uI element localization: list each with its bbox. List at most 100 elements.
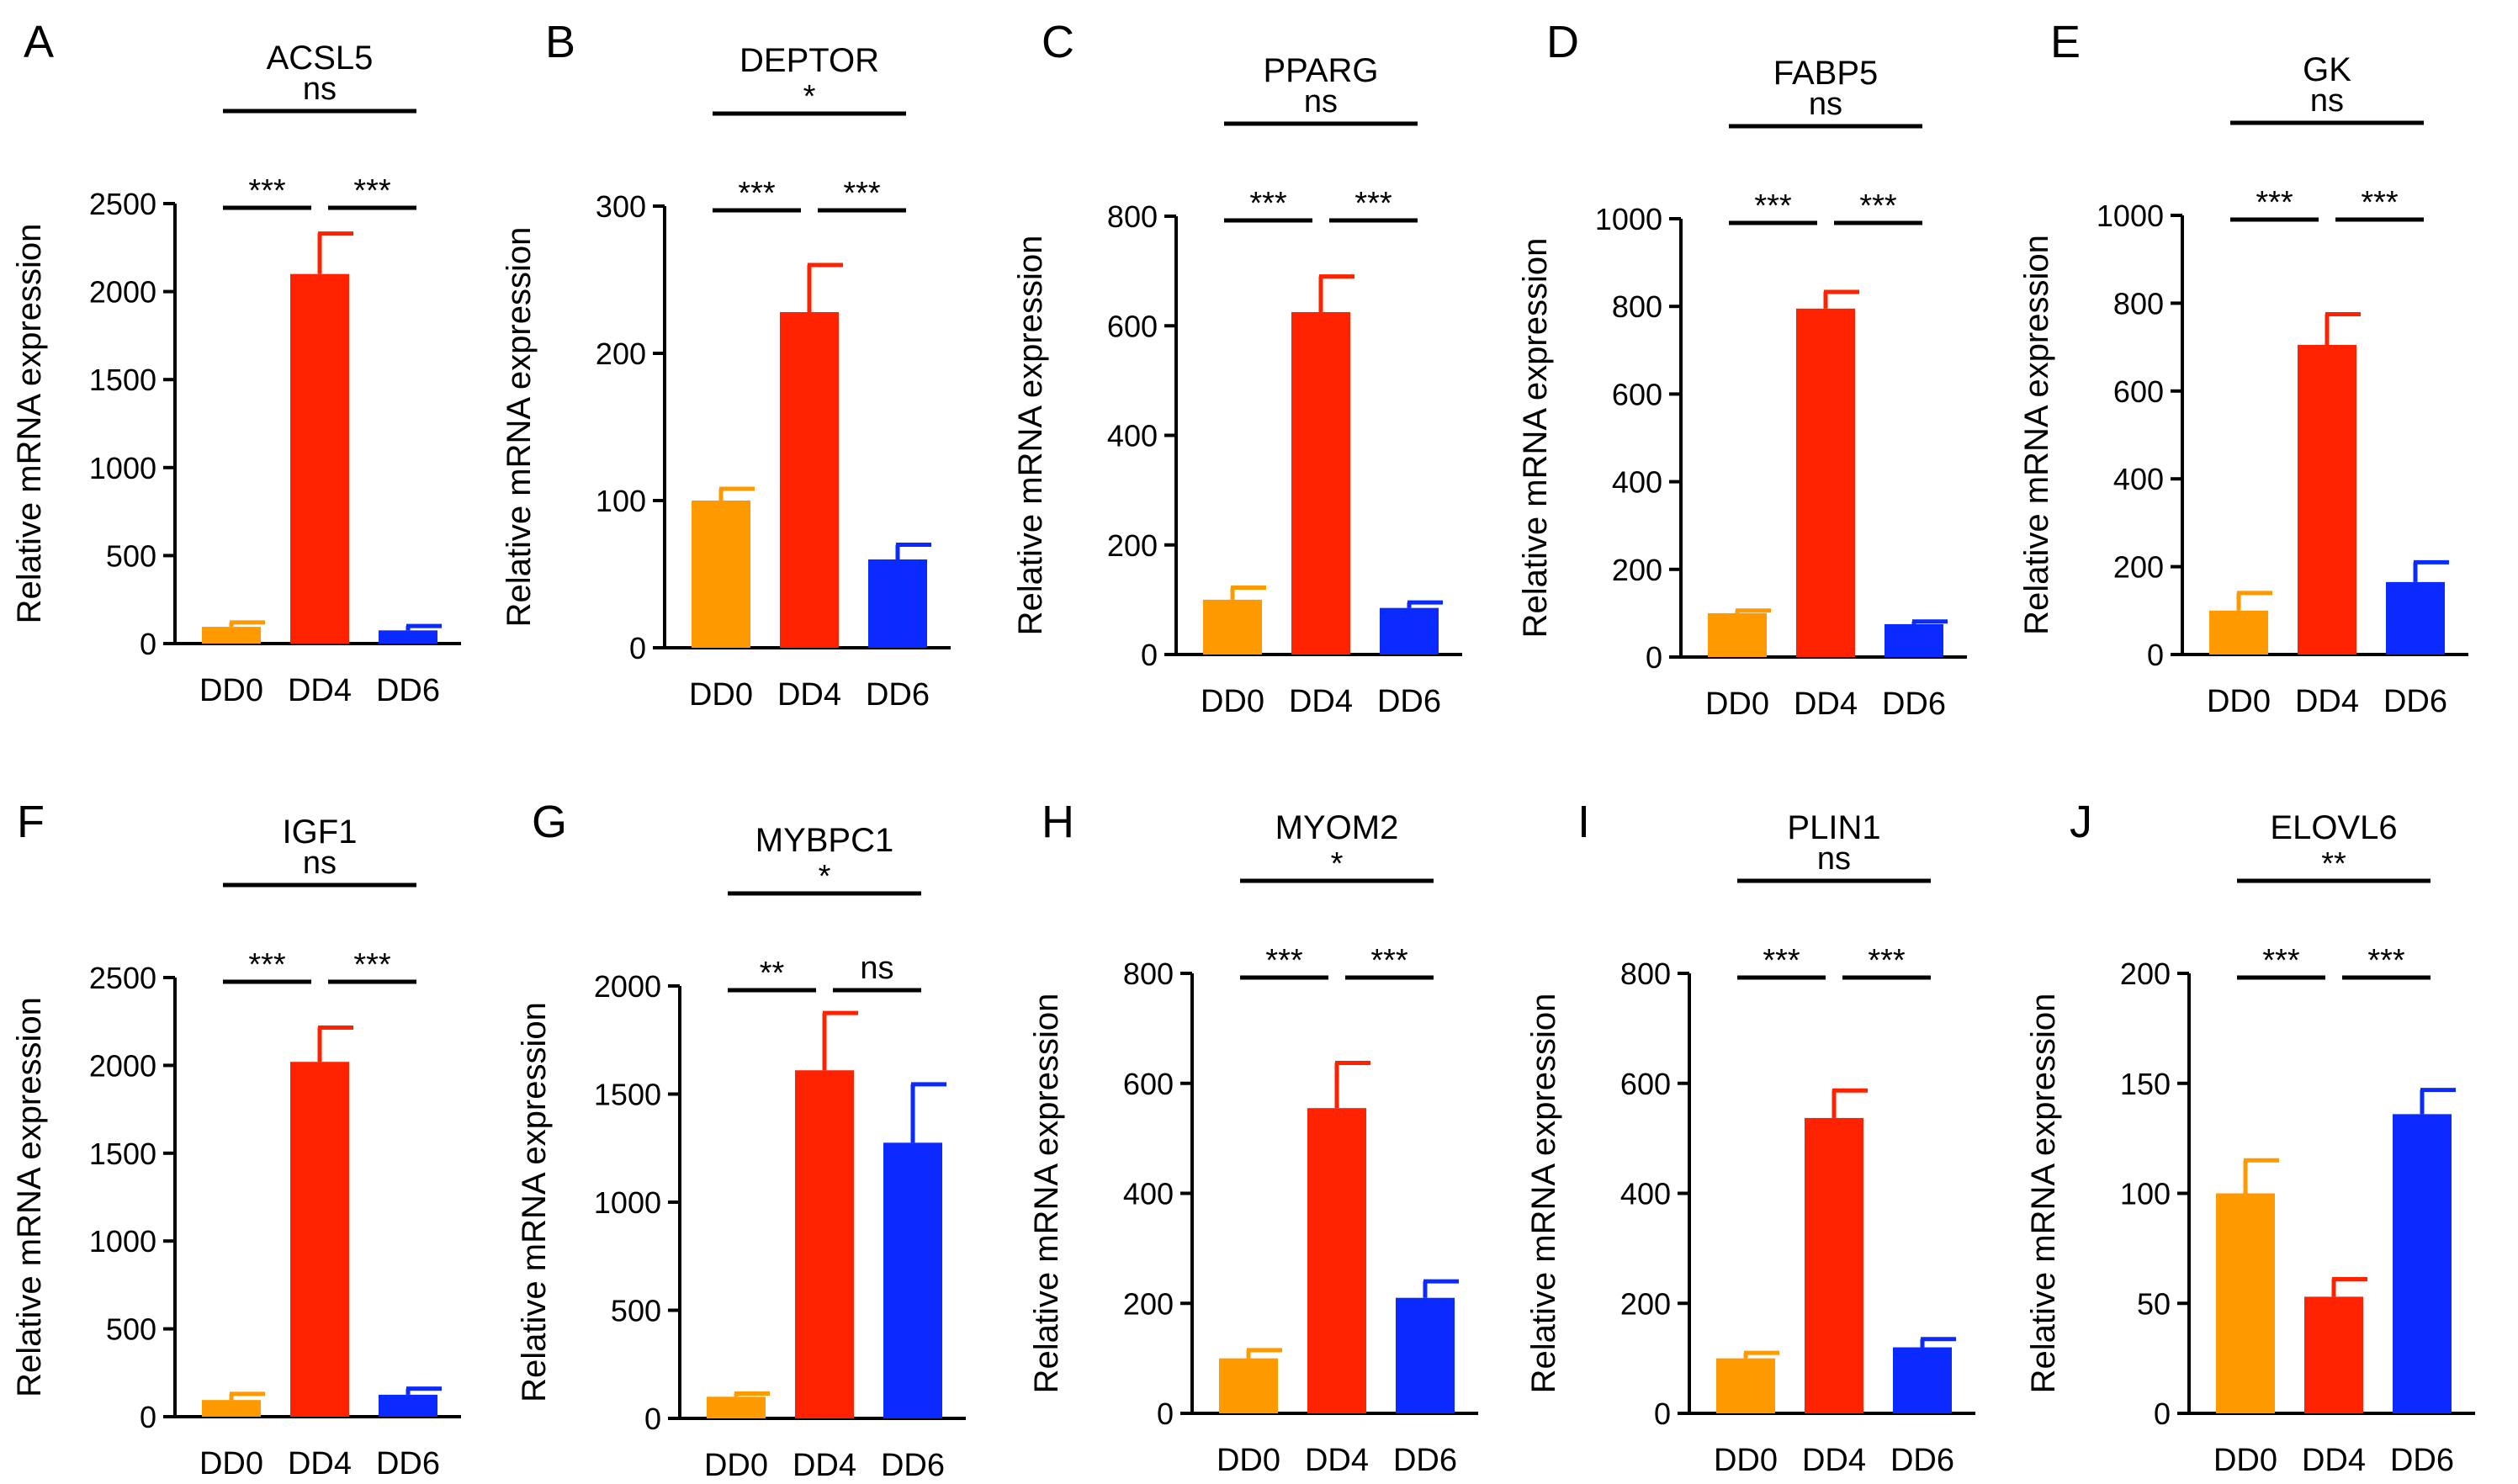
bar-f-dd4 (290, 1062, 349, 1417)
significance-label-g: * (819, 859, 831, 894)
chart-title-j: ELOVL6 (2270, 809, 2397, 846)
y-tick-label-i: 0 (1654, 1397, 1671, 1431)
significance-label-f: *** (353, 947, 391, 983)
y-tick-label-b: 200 (596, 337, 646, 371)
y-tick-label-i: 400 (1620, 1177, 1671, 1211)
significance-label-a: *** (248, 173, 286, 209)
y-tick-label-g: 1000 (594, 1185, 661, 1220)
x-tick-label-i-dd6: DD6 (1890, 1443, 1954, 1478)
bar-g-dd0 (707, 1397, 766, 1418)
bar-b-dd6 (868, 559, 927, 648)
significance-label-d: *** (1754, 188, 1792, 224)
y-tick-label-f: 2500 (89, 961, 156, 995)
y-tick-label-a: 2500 (89, 187, 156, 221)
bar-c-dd0 (1203, 599, 1262, 655)
x-tick-label-g-dd0: DD0 (704, 1448, 768, 1483)
y-tick-label-j: 200 (2120, 957, 2171, 991)
chart-title-e: GK (2303, 51, 2351, 88)
x-tick-label-a-dd6: DD6 (376, 673, 440, 708)
y-tick-label-a: 1000 (89, 451, 156, 485)
significance-label-f: *** (248, 947, 286, 983)
chart-title-h: MYOM2 (1275, 809, 1399, 846)
bar-e-dd4 (2298, 344, 2356, 655)
bar-i-dd4 (1805, 1117, 1863, 1413)
significance-label-g: ** (760, 956, 785, 991)
significance-label-j: ** (2321, 846, 2346, 882)
significance-label-f: ns (303, 845, 337, 881)
y-tick-label-j: 50 (2137, 1286, 2171, 1321)
y-tick-label-a: 500 (106, 538, 156, 573)
y-tick-label-a: 1500 (89, 363, 156, 397)
bar-f-dd0 (202, 1400, 261, 1417)
bar-a-dd6 (379, 630, 437, 644)
bar-j-dd0 (2216, 1193, 2275, 1413)
bar-d-dd6 (1885, 623, 1943, 657)
panel-letter-a: A (24, 17, 54, 67)
significance-label-a: *** (353, 173, 391, 209)
y-tick-label-e: 800 (2113, 286, 2164, 321)
chart-title-c: PPARG (1263, 52, 1378, 89)
chart-title-d: FABP5 (1773, 55, 1879, 92)
x-tick-label-e-dd4: DD4 (2295, 684, 2359, 719)
y-tick-label-d: 400 (1612, 465, 1662, 500)
x-tick-label-c-dd6: DD6 (1377, 684, 1441, 719)
y-axis-title-i: Relative mRNA expression (1525, 994, 1562, 1394)
y-tick-label-d: 600 (1612, 377, 1662, 411)
x-tick-label-d-dd0: DD0 (1705, 686, 1769, 722)
y-axis-title-h: Relative mRNA expression (1028, 994, 1065, 1394)
x-tick-label-e-dd6: DD6 (2383, 684, 2447, 719)
y-tick-label-c: 200 (1107, 528, 1158, 563)
y-tick-label-c: 800 (1107, 199, 1158, 234)
x-tick-label-a-dd4: DD4 (288, 673, 352, 708)
y-tick-label-b: 0 (629, 631, 646, 665)
significance-label-c: *** (1354, 186, 1392, 221)
significance-label-i: *** (1763, 943, 1800, 978)
x-tick-label-f-dd4: DD4 (288, 1446, 352, 1481)
y-tick-label-b: 300 (596, 189, 646, 224)
significance-label-i: ns (1817, 841, 1851, 877)
x-tick-label-i-dd0: DD0 (1714, 1443, 1778, 1478)
bar-h-dd6 (1396, 1297, 1455, 1413)
x-tick-label-d-dd6: DD6 (1882, 686, 1946, 722)
y-tick-label-a: 0 (140, 627, 156, 661)
y-axis-title-g: Relative mRNA expression (516, 1002, 553, 1402)
significance-label-b: *** (738, 176, 776, 211)
y-tick-label-h: 200 (1123, 1286, 1174, 1321)
y-tick-label-f: 500 (106, 1312, 156, 1347)
y-tick-label-f: 0 (140, 1400, 156, 1434)
bar-a-dd4 (290, 273, 349, 644)
x-tick-label-b-dd6: DD6 (866, 677, 930, 713)
y-tick-label-g: 0 (644, 1402, 661, 1436)
x-tick-label-j-dd6: DD6 (2390, 1443, 2454, 1478)
y-tick-label-g: 500 (611, 1294, 661, 1328)
y-tick-label-j: 100 (2120, 1177, 2171, 1211)
panel-letter-b: B (545, 17, 575, 67)
chart-title-a: ACSL5 (267, 40, 374, 77)
x-tick-label-g-dd6: DD6 (881, 1448, 945, 1483)
panel-letter-c: C (1042, 17, 1074, 67)
bar-i-dd0 (1716, 1358, 1775, 1413)
bar-d-dd0 (1708, 612, 1767, 657)
y-tick-label-e: 400 (2113, 462, 2164, 496)
panel-letter-e: E (2050, 17, 2081, 67)
chart-title-g: MYBPC1 (755, 822, 894, 859)
y-tick-label-b: 100 (596, 484, 646, 518)
y-tick-label-f: 1500 (89, 1137, 156, 1171)
y-tick-label-j: 150 (2120, 1067, 2171, 1101)
panel-letter-d: D (1546, 17, 1579, 67)
bar-j-dd4 (2304, 1296, 2363, 1413)
y-tick-label-h: 0 (1157, 1397, 1174, 1431)
bar-f-dd6 (379, 1394, 437, 1417)
significance-label-e: *** (2256, 185, 2293, 220)
bar-g-dd6 (883, 1142, 942, 1418)
significance-label-c: ns (1304, 84, 1338, 119)
panel-letter-g: G (532, 797, 567, 847)
bar-h-dd4 (1307, 1108, 1366, 1413)
y-tick-label-i: 600 (1620, 1067, 1671, 1101)
x-tick-label-h-dd4: DD4 (1305, 1443, 1369, 1478)
x-tick-label-b-dd0: DD0 (689, 677, 753, 713)
bar-j-dd6 (2393, 1114, 2452, 1413)
y-tick-label-i: 800 (1620, 957, 1671, 991)
y-tick-label-d: 200 (1612, 553, 1662, 587)
